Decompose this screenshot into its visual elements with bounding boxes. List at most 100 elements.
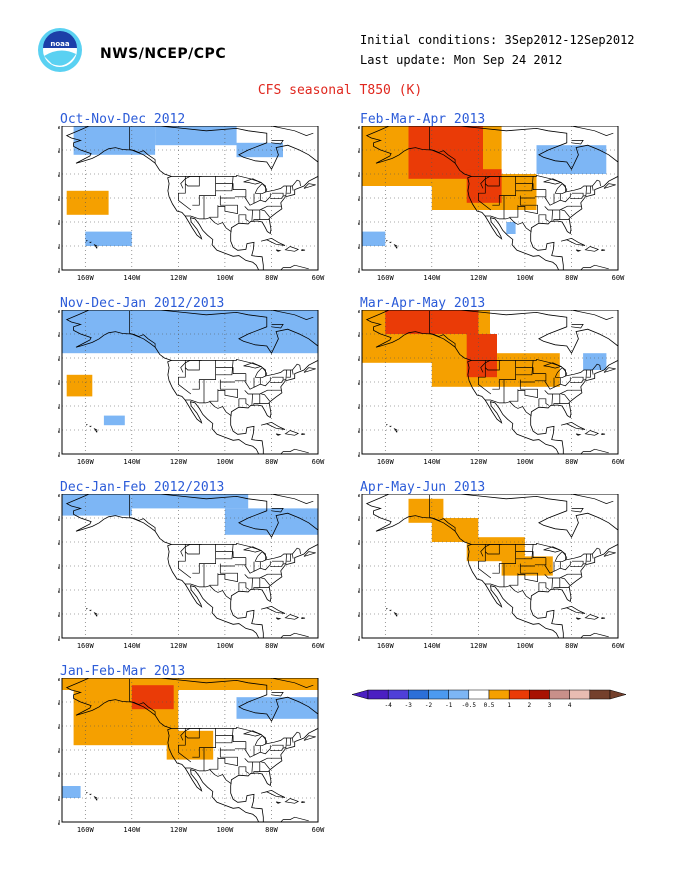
panel-ond: Oct-Nov-Dec 2012 70N 60N 50N 40N 30N 20N 10N 16… bbox=[58, 112, 358, 282]
coastline bbox=[365, 310, 618, 454]
lon-tick-label: 160W bbox=[77, 826, 95, 834]
coastline bbox=[365, 126, 618, 270]
lon-tick-label: 120W bbox=[170, 458, 188, 466]
lon-tick-label: 100W bbox=[216, 274, 234, 282]
lon-tick-label: 100W bbox=[216, 458, 234, 466]
anomaly-patch-blue bbox=[85, 231, 132, 246]
lat-tick-label: 40N bbox=[58, 747, 60, 755]
lat-tick-label: 20N bbox=[358, 427, 360, 435]
colorbar-swatch bbox=[529, 689, 550, 700]
colorbar-tick-label: 1 bbox=[507, 702, 511, 709]
anomaly-map: 70N 60N 50N 40N 30N 20N 10N 160W 140W 120W 100W 80W… bbox=[58, 494, 325, 650]
colorbar-tick-label: 3 bbox=[548, 702, 552, 709]
lon-tick-label: 160W bbox=[77, 274, 95, 282]
anomaly-patch-orange bbox=[66, 190, 109, 215]
panel-ndj: Nov-Dec-Jan 2012/2013 70N 60N 50N 40N 30N 20N… bbox=[58, 296, 358, 466]
map-frame bbox=[361, 494, 619, 639]
lon-tick-label: 80W bbox=[265, 458, 278, 466]
anomaly-patch-blue bbox=[236, 142, 283, 158]
colorbar-tick-label: -3 bbox=[405, 702, 413, 709]
lat-tick-label: 30N bbox=[358, 403, 360, 411]
lon-tick-label: 100W bbox=[216, 826, 234, 834]
colorbar-tick-label: -2 bbox=[425, 702, 433, 709]
colorbar-tick-label: -1 bbox=[445, 702, 453, 709]
initial-conditions: Initial conditions: 3Sep2012-12Sep2012 bbox=[360, 33, 635, 47]
logo-text: noaa bbox=[50, 40, 70, 48]
anomaly-patch-blue bbox=[362, 231, 386, 246]
lon-tick-label: 80W bbox=[265, 826, 278, 834]
coastline bbox=[65, 678, 318, 822]
lon-tick-label: 120W bbox=[170, 826, 188, 834]
lon-tick-label: 60W bbox=[612, 642, 625, 650]
lon-tick-label: 100W bbox=[216, 642, 234, 650]
lat-tick-label: 10N bbox=[358, 635, 360, 643]
anomaly-patch-blue bbox=[62, 786, 81, 798]
panel-title: Dec-Jan-Feb 2012/2013 bbox=[60, 480, 225, 495]
lat-tick-label: 40N bbox=[358, 195, 360, 203]
lat-tick-label: 50N bbox=[58, 355, 60, 363]
panel-title: Jan-Feb-Mar 2013 bbox=[60, 664, 186, 679]
lon-tick-label: 140W bbox=[423, 642, 441, 650]
main-title: CFS seasonal T850 (K) bbox=[257, 83, 423, 98]
lat-tick-label: 50N bbox=[58, 723, 60, 731]
anomaly-patch-blue bbox=[236, 697, 318, 719]
lat-tick-label: 10N bbox=[58, 267, 60, 275]
lat-tick-label: 50N bbox=[58, 539, 60, 547]
lat-tick-label: 60N bbox=[58, 331, 60, 339]
lon-tick-label: 100W bbox=[516, 274, 534, 282]
lon-tick-label: 80W bbox=[565, 642, 578, 650]
graticule bbox=[362, 494, 618, 638]
lat-tick-label: 70N bbox=[58, 126, 60, 131]
lon-tick-label: 120W bbox=[470, 458, 488, 466]
colorbar-swatch bbox=[408, 689, 429, 700]
lon-tick-label: 160W bbox=[77, 642, 95, 650]
lat-tick-label: 20N bbox=[58, 611, 60, 619]
lon-tick-label: 100W bbox=[516, 458, 534, 466]
lat-tick-label: 20N bbox=[58, 795, 60, 803]
panel-mam: Mar-Apr-May 2013 70N 60N 50N 40N 30N 20N 10N 16… bbox=[358, 296, 658, 466]
colorbar-swatch bbox=[589, 689, 611, 700]
map-frame bbox=[61, 494, 319, 639]
lon-tick-label: 80W bbox=[265, 642, 278, 650]
lat-tick-label: 50N bbox=[358, 355, 360, 363]
colorbar-tick-label: -0.5 bbox=[462, 702, 477, 709]
lat-tick-label: 70N bbox=[58, 310, 60, 315]
panel-amj: Apr-May-Jun 2013 70N 60N 50N 40N 30N 20N 10N 16… bbox=[358, 480, 658, 650]
lat-tick-label: 70N bbox=[358, 126, 360, 131]
lat-tick-label: 40N bbox=[358, 563, 360, 571]
lon-tick-label: 120W bbox=[170, 642, 188, 650]
colorbar-arrow-right bbox=[609, 689, 627, 700]
panel-title: Mar-Apr-May 2013 bbox=[360, 296, 486, 311]
colorbar-swatch bbox=[367, 689, 389, 700]
colorbar-swatch bbox=[508, 689, 530, 700]
lon-tick-label: 120W bbox=[470, 274, 488, 282]
lat-tick-label: 40N bbox=[58, 379, 60, 387]
lat-tick-label: 60N bbox=[58, 515, 60, 523]
panel-title: Feb-Mar-Apr 2013 bbox=[360, 112, 486, 127]
lat-tick-label: 60N bbox=[58, 699, 60, 707]
colorbar-swatch bbox=[428, 689, 449, 700]
borders bbox=[429, 311, 601, 417]
lat-tick-label: 30N bbox=[58, 587, 60, 595]
colorbar-swatch bbox=[488, 689, 510, 700]
colorbar-swatch bbox=[569, 689, 591, 700]
lat-tick-label: 10N bbox=[358, 267, 360, 275]
lat-tick-label: 40N bbox=[58, 195, 60, 203]
panel-jfm: Jan-Feb-Mar 2013 70N 60N 50N 40N 30N 20N 10N 16… bbox=[58, 664, 358, 834]
borders bbox=[129, 679, 301, 785]
borders bbox=[129, 127, 301, 233]
coastline bbox=[65, 494, 318, 638]
lon-tick-label: 60W bbox=[312, 826, 325, 834]
anomaly-map: 70N 60N 50N 40N 30N 20N 10N 160W 140W 120W 100W 80W… bbox=[358, 126, 625, 282]
colorbar-swatch bbox=[468, 689, 490, 700]
lat-tick-label: 50N bbox=[358, 171, 360, 179]
panel-title: Nov-Dec-Jan 2012/2013 bbox=[60, 296, 225, 311]
anomaly-patch-orange bbox=[66, 374, 93, 397]
anomaly-patch-orange bbox=[62, 678, 318, 690]
map-frame bbox=[361, 310, 619, 455]
coastline bbox=[65, 310, 318, 454]
anomaly-map: 70N 60N 50N 40N 30N 20N 10N 160W 140W 120W 100W 80W… bbox=[58, 310, 325, 466]
lat-tick-label: 30N bbox=[58, 219, 60, 227]
colorbar-swatch bbox=[387, 689, 409, 700]
graticule bbox=[62, 678, 318, 822]
